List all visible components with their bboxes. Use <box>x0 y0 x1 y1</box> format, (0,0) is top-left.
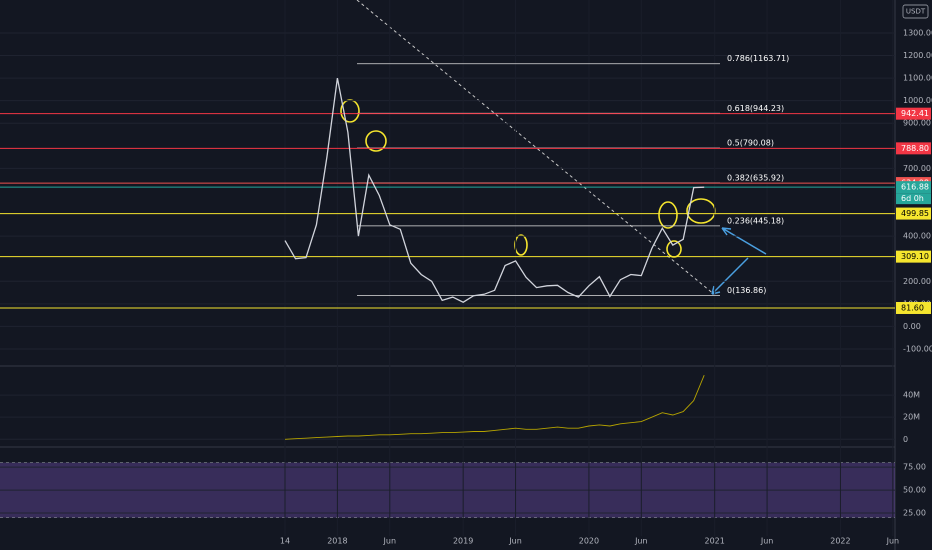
circle-annotation <box>514 234 528 256</box>
price-label-box <box>896 250 931 263</box>
x-tick-label: Jun <box>634 537 648 546</box>
y-tick-label: 1000.00 <box>903 96 932 105</box>
fib-label: 0.236(445.18) <box>727 216 784 225</box>
arrow <box>721 227 767 255</box>
price-label: 309.10 <box>901 252 929 261</box>
y-tick-label: 40M <box>903 391 920 400</box>
price-label-box <box>896 181 931 194</box>
x-tick-label: 2022 <box>830 537 850 546</box>
y-tick-label: 25.00 <box>903 509 926 518</box>
x-tick-label: Jun <box>886 537 900 546</box>
price-label: 81.60 <box>901 303 924 312</box>
price-label: 616.88 <box>901 183 929 192</box>
y-tick-label: 700.00 <box>903 164 931 173</box>
price-label-box <box>896 107 931 120</box>
price-label-box <box>896 301 931 314</box>
x-tick-label: Jun <box>383 537 397 546</box>
arrows <box>711 227 767 295</box>
x-tick-label: 2019 <box>453 537 473 546</box>
circle-annotation <box>365 130 387 152</box>
price-label: 788.80 <box>901 144 929 153</box>
circle-annotation <box>658 201 678 229</box>
y-tick-label: 75.00 <box>903 463 926 472</box>
fib-label: 0.618(944.23) <box>727 104 784 113</box>
price-label-box <box>896 142 931 155</box>
price-label: 942.41 <box>901 109 929 118</box>
y-tick-label: 1100.00 <box>903 74 932 83</box>
x-tick-label: 2018 <box>327 537 347 546</box>
x-tick-label: Jun <box>760 537 774 546</box>
price-line <box>284 77 705 303</box>
y-tick-label: 1300.00 <box>903 28 932 37</box>
arrow <box>711 257 749 295</box>
x-tick-label: 14 <box>280 537 290 546</box>
price-label: 499.85 <box>901 209 929 218</box>
annotations <box>340 99 716 258</box>
y-tick-label: 20M <box>903 413 920 422</box>
countdown: 6d 0h <box>901 194 924 203</box>
x-tick-label: Jun <box>508 537 522 546</box>
fib-label: 0.5(790.08) <box>727 139 774 148</box>
y-tick-label: 0.00 <box>903 322 921 331</box>
currency-box <box>902 4 929 19</box>
y-tick-label: 0 <box>903 435 908 444</box>
obv-line <box>284 375 705 440</box>
x-tick-label: 2020 <box>579 537 599 546</box>
y-tick-label: 200.00 <box>903 277 931 286</box>
x-tick-label: 2021 <box>705 537 725 546</box>
price-label-box <box>896 207 931 220</box>
y-tick-label: 50.00 <box>903 486 926 495</box>
trendline <box>356 0 716 296</box>
y-tick-label: 400.00 <box>903 232 931 241</box>
fib-label: 0.382(635.92) <box>727 173 784 182</box>
countdown-box <box>896 193 931 205</box>
circle-annotation <box>340 99 360 123</box>
y-tick-label: 1200.00 <box>903 51 932 60</box>
y-tick-label: -100.00 <box>903 344 932 353</box>
currency-label: USDT <box>906 8 926 16</box>
fib-label: 0.786(1163.71) <box>727 54 789 63</box>
y-tick-label: 900.00 <box>903 119 931 128</box>
fib-label: 0(136.86) <box>727 286 766 295</box>
